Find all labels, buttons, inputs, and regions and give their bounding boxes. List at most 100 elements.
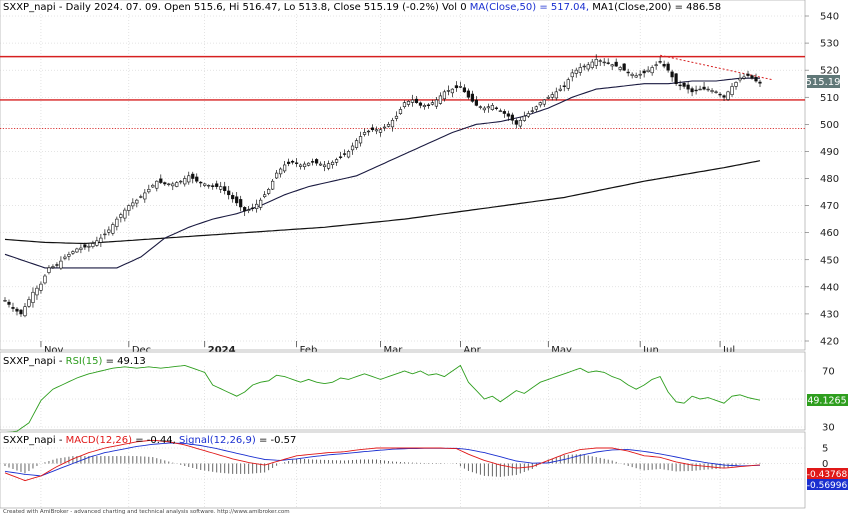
candle-body (690, 88, 694, 93)
candle-body (754, 77, 758, 82)
candle-body (155, 180, 159, 189)
month-label: 2024 (208, 345, 236, 356)
price-tick-label: 500 (820, 120, 839, 131)
candle-body (470, 93, 474, 102)
candle-body (287, 161, 291, 164)
candle-body (582, 65, 586, 68)
candle-body (658, 61, 662, 63)
candle-body (374, 129, 379, 132)
candle-body (554, 91, 558, 99)
candle-body (207, 184, 211, 187)
candle-body (642, 70, 646, 74)
price-tick-label: 530 (820, 39, 839, 50)
candle-body (610, 64, 614, 67)
candle-body (714, 91, 718, 93)
candle-body (362, 132, 367, 135)
candle-body (702, 86, 706, 90)
candle-body (334, 159, 339, 163)
candle-body (314, 159, 319, 164)
candle-body (195, 176, 199, 182)
candle-body (550, 94, 554, 98)
candle-body (454, 85, 459, 89)
candle-body (574, 69, 578, 74)
candle-body (494, 107, 498, 109)
candle-body (115, 218, 119, 227)
candle-body (39, 283, 43, 291)
candle-body (211, 185, 215, 187)
candle-body (103, 233, 107, 236)
moving-averages (4, 77, 761, 269)
candle-body (418, 102, 423, 106)
candle-body (99, 237, 103, 243)
candle-body (79, 247, 83, 250)
candle-body (478, 106, 482, 108)
candle-body (382, 126, 387, 129)
candle-body (370, 127, 375, 131)
candle-body (139, 196, 143, 198)
candle-body (3, 300, 7, 302)
candle-body (350, 145, 355, 151)
candle-body (295, 162, 299, 164)
candle-body (742, 76, 746, 79)
footer-credit: Created with AmiBroker - advanced charti… (3, 509, 290, 515)
price-tick-label: 520 (820, 66, 839, 77)
price-tick-label: 490 (820, 147, 839, 158)
price-tick-label: 470 (820, 201, 839, 212)
candle-body (175, 182, 179, 187)
candle-body (650, 67, 654, 74)
candle-body (326, 163, 331, 169)
candle-body (466, 90, 470, 98)
candle-body (522, 115, 526, 121)
candle-body (291, 160, 295, 163)
candle-body (542, 99, 546, 105)
candle-body (135, 199, 139, 204)
price-axis: 540 530 520 510 500 490 480 470 460 450 440 430 420 (805, 12, 839, 348)
month-label: May (551, 345, 572, 356)
candle-body (303, 163, 307, 168)
svg-text:-0.43768: -0.43768 (807, 470, 848, 480)
candle-body (191, 173, 195, 179)
candle-body (203, 183, 207, 186)
candle-body (670, 71, 674, 78)
candle-body (706, 88, 710, 91)
price-tick-label: 510 (820, 93, 839, 104)
candle-body (422, 105, 427, 108)
month-label: Nov (44, 345, 64, 356)
candle-body (410, 99, 415, 103)
candle-body (566, 79, 570, 89)
candle-body (482, 107, 486, 111)
candle-body (510, 114, 514, 121)
candle-body (414, 98, 419, 103)
candle-body (163, 182, 167, 185)
candle-body (614, 61, 618, 67)
candle-body (23, 306, 27, 317)
candle-body (318, 163, 323, 166)
candle-body (442, 91, 447, 100)
candle-body (594, 59, 598, 66)
candle-body (750, 75, 754, 79)
candle-body (119, 214, 123, 218)
candle-body (123, 209, 127, 219)
candle-body (275, 172, 279, 179)
candle-body (622, 63, 626, 71)
candle-body (51, 266, 55, 268)
macd-histogram (4, 454, 761, 477)
price-levels (0, 54, 805, 129)
month-label: Feb (300, 345, 318, 356)
candle-body (446, 90, 451, 92)
candle-body (682, 82, 686, 87)
candle-body (299, 164, 303, 167)
candle-body (310, 161, 315, 163)
candle-body (450, 88, 455, 94)
signal-line (4, 442, 761, 477)
candle-body (490, 105, 494, 110)
price-header: SXXP_napi - Daily 2024. 07. 09. Open 515… (3, 2, 721, 13)
trendline (660, 54, 773, 81)
candle-body (498, 110, 502, 112)
price-tick-label: 460 (820, 228, 839, 239)
candle-body (378, 129, 383, 133)
candles (3, 54, 762, 318)
candle-body (43, 275, 47, 284)
candle-body (558, 88, 562, 91)
